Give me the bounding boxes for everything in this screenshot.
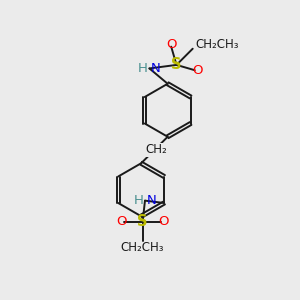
Text: S: S [137,214,148,229]
Text: N: N [151,62,160,75]
Text: H: H [134,194,143,207]
Text: N: N [146,194,156,207]
Text: CH₂: CH₂ [145,143,167,157]
Text: O: O [159,215,169,228]
Text: O: O [116,215,127,228]
Text: O: O [193,64,203,77]
Text: O: O [166,38,176,51]
Text: CH₂CH₃: CH₂CH₃ [121,241,164,254]
Text: CH₂CH₃: CH₂CH₃ [195,38,238,51]
Text: H: H [138,62,148,75]
Text: S: S [171,57,182,72]
